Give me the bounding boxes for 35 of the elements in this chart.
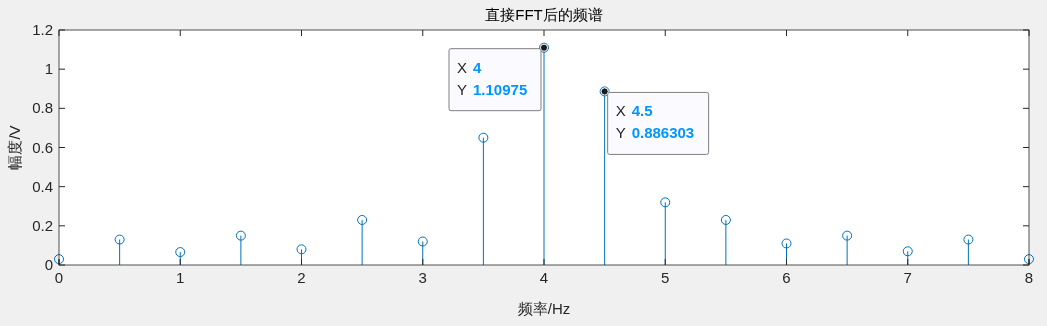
point [54,254,64,265]
point [114,234,125,245]
y-axis-title: 幅度/V [6,125,23,170]
point [175,247,186,258]
x-tick-label: 1 [176,269,185,286]
y-tick-label: 0.4 [32,177,53,195]
x-tick-label: 3 [418,269,427,286]
annotation: X 4.5 Y 0.886303 [615,102,695,142]
point [417,236,428,247]
x-tick-label: 6 [782,269,791,286]
x-axis-title: 频率/Hz [517,300,571,317]
point [720,214,731,225]
y-tick-label: 1.2 [32,21,53,38]
point [357,214,368,225]
annotation: X 4 Y 1.10975 [457,58,528,98]
x-tick-label: 4 [539,269,549,286]
y-tick-label: 0.2 [32,216,53,234]
point [1024,254,1034,265]
point [902,246,913,257]
point [781,238,792,249]
y-tick-label: 1 [44,60,53,78]
point [842,230,853,241]
y-tick-label: 0.6 [32,138,53,156]
point [963,234,974,245]
x-tick-label: 2 [297,269,306,286]
point [235,230,246,241]
point [296,244,307,255]
chart-title: 直接FFT后的频谱 [485,6,603,23]
y-tick-label: 0 [44,256,53,273]
x-tick-label: 7 [903,269,912,286]
x-tick-label: 5 [661,269,670,286]
point [478,132,489,143]
point [660,197,671,208]
y-tick-label: 0.8 [32,99,53,117]
x-tick-label: 8 [1024,269,1034,286]
